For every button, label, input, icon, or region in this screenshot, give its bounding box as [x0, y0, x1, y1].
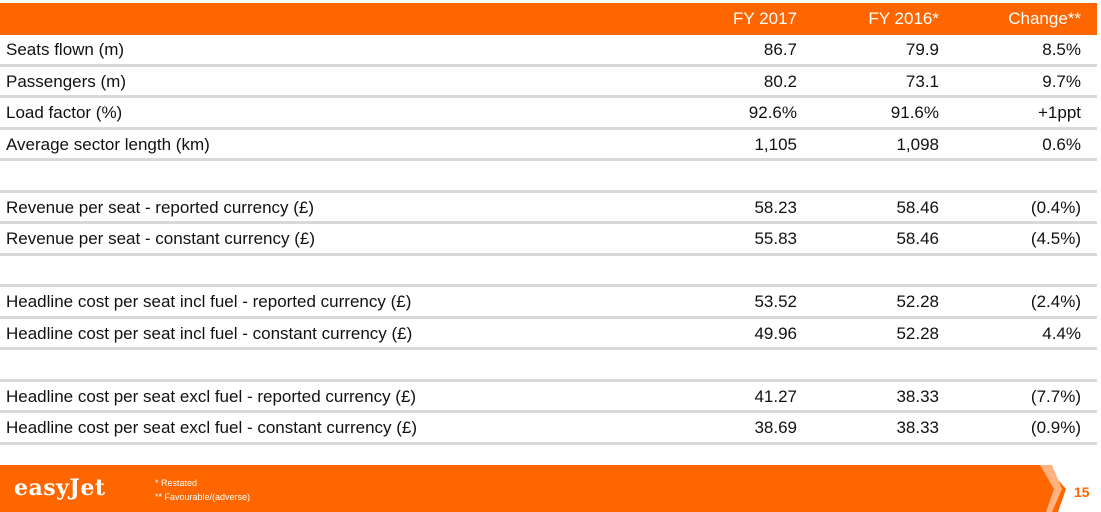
cell: 52.28 [896, 323, 939, 343]
column-header: FY 2016* [868, 9, 939, 28]
cell: 55.83 [754, 229, 797, 248]
cell: (7.7%) [1030, 386, 1081, 406]
cell: 79.9 [905, 40, 939, 59]
cell: 58.46 [896, 229, 939, 248]
cell: 38.69 [754, 418, 797, 437]
spacer-row [0, 161, 1097, 193]
cell: (2.4%) [1030, 292, 1081, 311]
row-label: Headline cost per seat incl fuel - const… [6, 323, 413, 343]
row-label: Load factor (%) [6, 103, 123, 122]
cell: 58.46 [896, 197, 939, 217]
row-label: Revenue per seat - constant currency (£) [6, 229, 315, 248]
cell: 58.23 [754, 197, 797, 217]
cell: 9.7% [1042, 71, 1081, 91]
cell: 38.33 [896, 386, 939, 406]
row-label: Passengers (m) [6, 71, 126, 91]
cell: 92.6% [748, 103, 797, 122]
table-row: Load factor (%) 92.6% 91.6% +1ppt [0, 98, 1097, 130]
cell: 49.96 [754, 323, 797, 343]
row-label: Seats flown (m) [6, 40, 125, 59]
page-tab [1045, 465, 1101, 512]
footer-shape [1040, 465, 1101, 512]
cell: 52.28 [896, 292, 939, 311]
table-header: FY 2017 FY 2016* Change** [0, 3, 1097, 35]
chevron [1040, 465, 1062, 512]
cell: 86.7 [763, 40, 797, 59]
table-row: Seats flown (m) 86.7 79.9 8.5% [0, 35, 1097, 67]
page-number: 15 [1074, 484, 1090, 500]
footer: easyJet * Restated ** Favourable/(advers… [0, 465, 1101, 512]
logo: easyJet [14, 475, 106, 501]
table-body: Seats flown (m) 86.7 79.9 8.5% Passengers (m… [0, 35, 1097, 445]
footnote: * Restated [155, 478, 198, 488]
cell: 80.2 [763, 71, 797, 91]
cell: 8.5% [1042, 40, 1081, 59]
table-row: Revenue per seat - reported currency (£)… [0, 193, 1097, 224]
footnote: ** Favourable/(adverse) [155, 492, 251, 502]
cell: 4.4% [1042, 323, 1081, 343]
spacer-row [0, 350, 1097, 382]
cell: 1,105 [754, 134, 797, 154]
cell: 0.6% [1042, 134, 1081, 154]
column-header: Change** [1008, 9, 1081, 28]
cell: (0.4%) [1030, 197, 1081, 217]
cell: 1,098 [896, 134, 939, 154]
cell: 53.52 [754, 292, 797, 311]
column-header: FY 2017 [733, 9, 797, 28]
cell: +1ppt [1037, 103, 1081, 122]
table-row: Headline cost per seat excl fuel - const… [0, 413, 1097, 445]
table-row: Headline cost per seat incl fuel - repor… [0, 287, 1097, 319]
cell: (4.5%) [1030, 229, 1081, 248]
cell: (0.9%) [1030, 418, 1081, 437]
spacer-row [0, 256, 1097, 287]
row-label: Headline cost per seat excl fuel - const… [6, 418, 418, 437]
cell: 41.27 [754, 386, 797, 406]
row-label: Average sector length (km) [6, 134, 210, 154]
cell: 38.33 [896, 418, 939, 437]
table-row: Revenue per seat - constant currency (£)… [0, 224, 1097, 256]
table-row: Headline cost per seat excl fuel - repor… [0, 382, 1097, 413]
table-row: Average sector length (km) 1,105 1,098 0.6% [0, 130, 1097, 161]
row-label: Revenue per seat - reported currency (£) [6, 197, 315, 217]
table-row: Headline cost per seat incl fuel - const… [0, 319, 1097, 350]
cell: 91.6% [890, 103, 939, 122]
cell: 73.1 [905, 71, 939, 91]
row-label: Headline cost per seat incl fuel - repor… [6, 292, 412, 311]
row-label: Headline cost per seat excl fuel - repor… [6, 386, 417, 406]
table-row: Passengers (m) 80.2 73.1 9.7% [0, 67, 1097, 98]
